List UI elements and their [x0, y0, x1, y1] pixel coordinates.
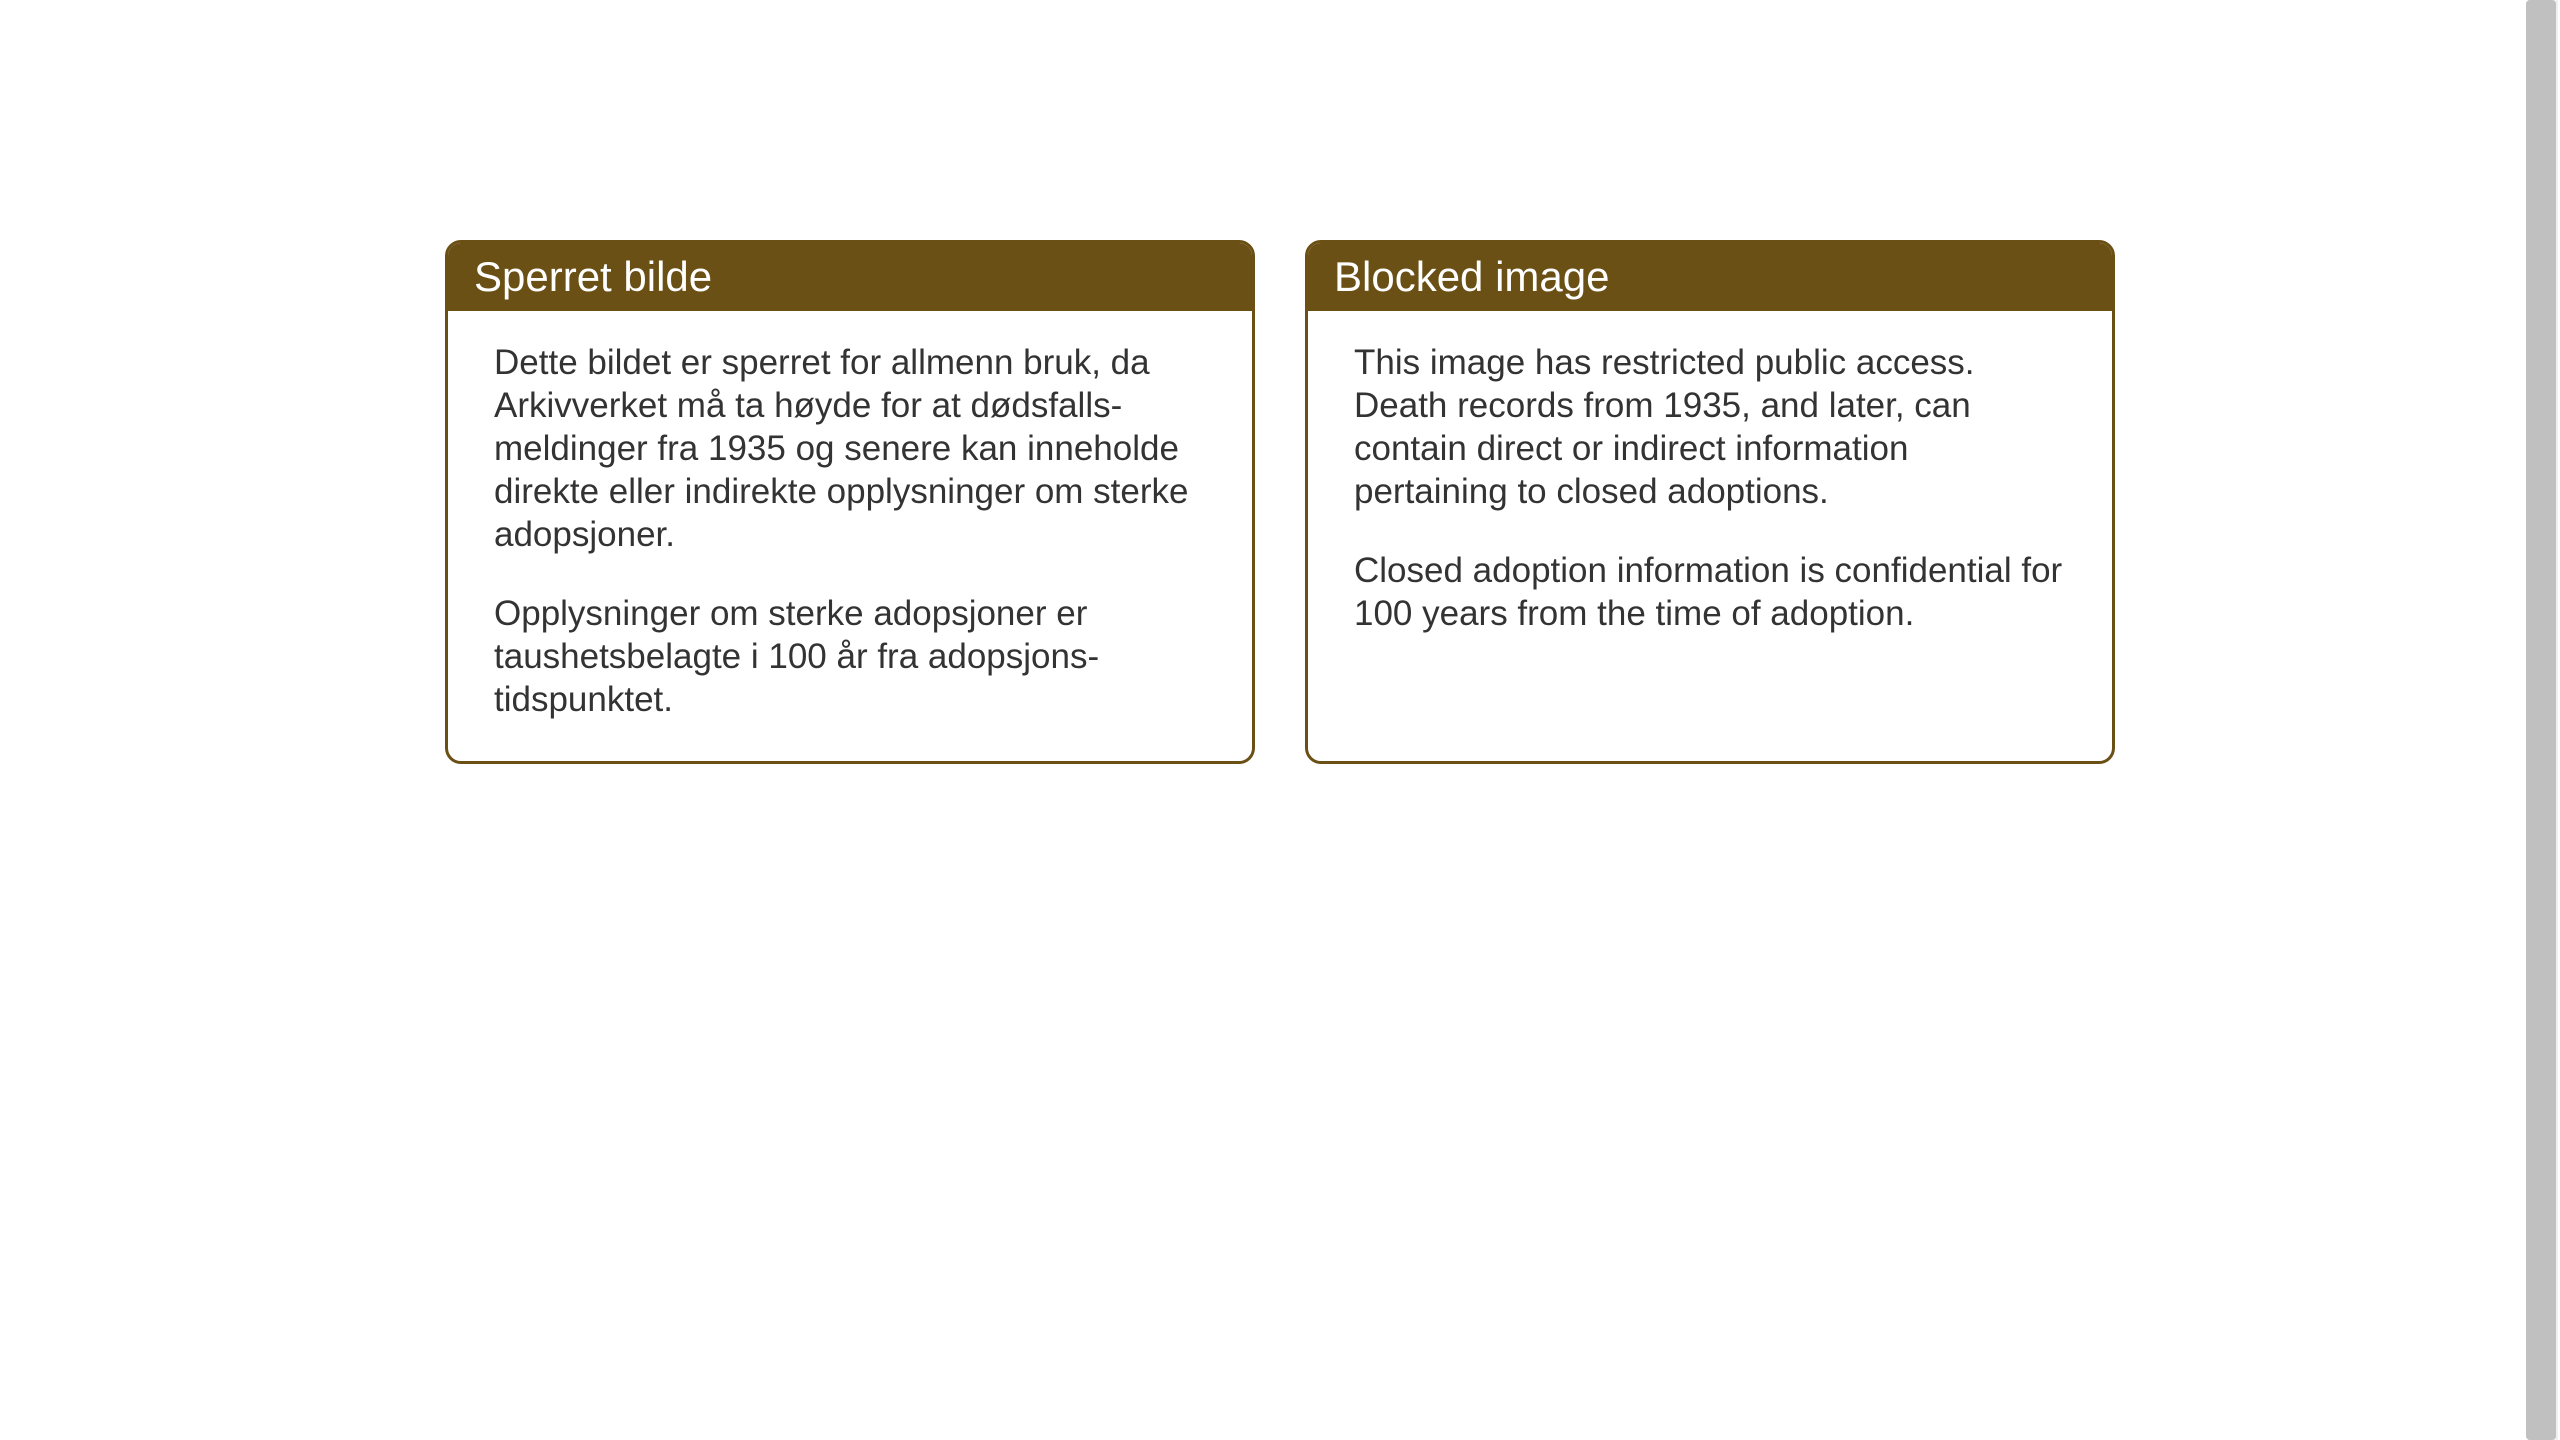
- notice-container: Sperret bilde Dette bildet er sperret fo…: [445, 240, 2115, 764]
- scrollbar-track[interactable]: [2528, 0, 2558, 1440]
- norwegian-paragraph-1: Dette bildet er sperret for allmenn bruk…: [494, 341, 1206, 556]
- english-paragraph-1: This image has restricted public access.…: [1354, 341, 2066, 513]
- scrollbar-thumb[interactable]: [2526, 0, 2556, 1440]
- norwegian-card-title: Sperret bilde: [448, 243, 1252, 311]
- norwegian-paragraph-2: Opplysninger om sterke adopsjoner er tau…: [494, 592, 1206, 721]
- english-card-title: Blocked image: [1308, 243, 2112, 311]
- english-paragraph-2: Closed adoption information is confident…: [1354, 549, 2066, 635]
- norwegian-notice-card: Sperret bilde Dette bildet er sperret fo…: [445, 240, 1255, 764]
- english-card-body: This image has restricted public access.…: [1308, 311, 2112, 675]
- norwegian-card-body: Dette bildet er sperret for allmenn bruk…: [448, 311, 1252, 761]
- english-notice-card: Blocked image This image has restricted …: [1305, 240, 2115, 764]
